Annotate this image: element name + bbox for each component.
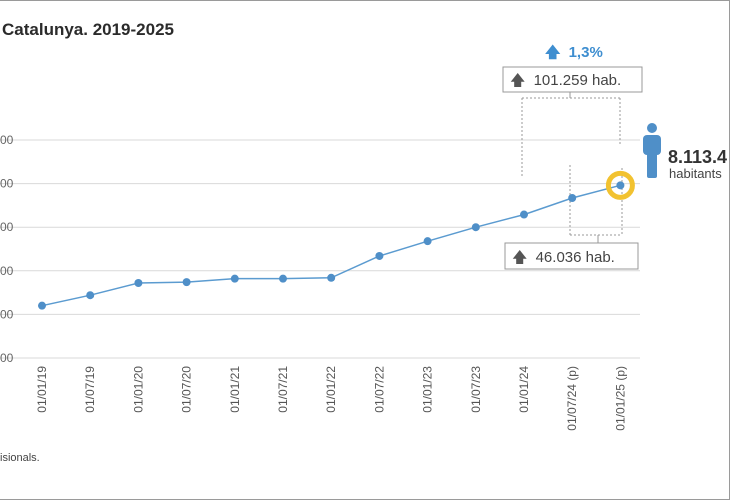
data-point	[327, 273, 336, 282]
x-tick-label: 01/01/20	[131, 366, 145, 413]
x-axis-ticks: 01/01/19 01/07/19 01/01/20 01/07/20 01/01/21…	[35, 366, 627, 431]
data-point	[182, 278, 191, 287]
data-point	[38, 301, 46, 310]
annotation-guides	[521, 97, 623, 236]
person-icon	[643, 123, 661, 178]
semester-change-box	[504, 242, 639, 270]
y-axis-ticks: 00 00 00 00 00 00	[0, 133, 14, 365]
annual-change-pct: 🡅 1,3%	[545, 44, 603, 61]
y-tick-label: 00	[0, 307, 14, 321]
x-tick-label: 01/01/23	[421, 366, 435, 413]
x-tick-label: 01/01/24	[517, 366, 531, 413]
box-arrow-icon: 🡅	[510, 72, 525, 89]
semester-change-label: 🡅 46.036 hab.	[512, 249, 615, 266]
data-point	[134, 279, 143, 288]
x-tick-label: 01/07/22	[372, 366, 386, 413]
y-tick-label: 00	[0, 351, 14, 365]
annual-change-box	[502, 66, 643, 93]
pct-arrow-icon: 🡅	[545, 44, 561, 61]
y-tick-label: 00	[0, 220, 14, 234]
series-layer	[38, 170, 635, 310]
data-point	[230, 274, 239, 283]
x-tick-label: 01/07/21	[276, 366, 290, 413]
x-tick-label: 01/01/19	[35, 366, 49, 413]
highlight-ring	[605, 170, 635, 200]
y-tick-label: 00	[0, 264, 14, 278]
data-point	[375, 251, 384, 260]
box-arrow-icon: 🡅	[512, 249, 527, 266]
x-tick-label: 01/07/20	[180, 366, 194, 413]
grid-layer	[0, 139, 640, 359]
data-point	[616, 181, 625, 190]
total-unit: habitants	[669, 166, 722, 181]
chart-title: Catalunya. 2019-2025	[2, 20, 174, 39]
data-point	[520, 210, 528, 219]
x-tick-label: 01/07/19	[83, 366, 97, 413]
data-point	[423, 237, 432, 246]
x-tick-label: 01/01/25 (p)	[613, 366, 627, 431]
annual-change-label: 🡅 101.259 hab.	[510, 72, 621, 89]
footnote: isionals.	[0, 452, 40, 464]
total-population: 8.113.4	[668, 147, 727, 167]
y-tick-label: 00	[0, 133, 14, 147]
x-tick-label: 01/07/23	[469, 366, 483, 413]
data-point	[471, 223, 480, 232]
x-tick-label: 01/07/24 (p)	[565, 366, 579, 431]
data-point	[279, 274, 287, 283]
x-tick-label: 01/01/21	[228, 366, 242, 413]
data-point	[568, 193, 577, 202]
x-tick-label: 01/01/22	[324, 366, 338, 413]
y-tick-label: 00	[0, 177, 14, 191]
data-point	[86, 291, 95, 300]
